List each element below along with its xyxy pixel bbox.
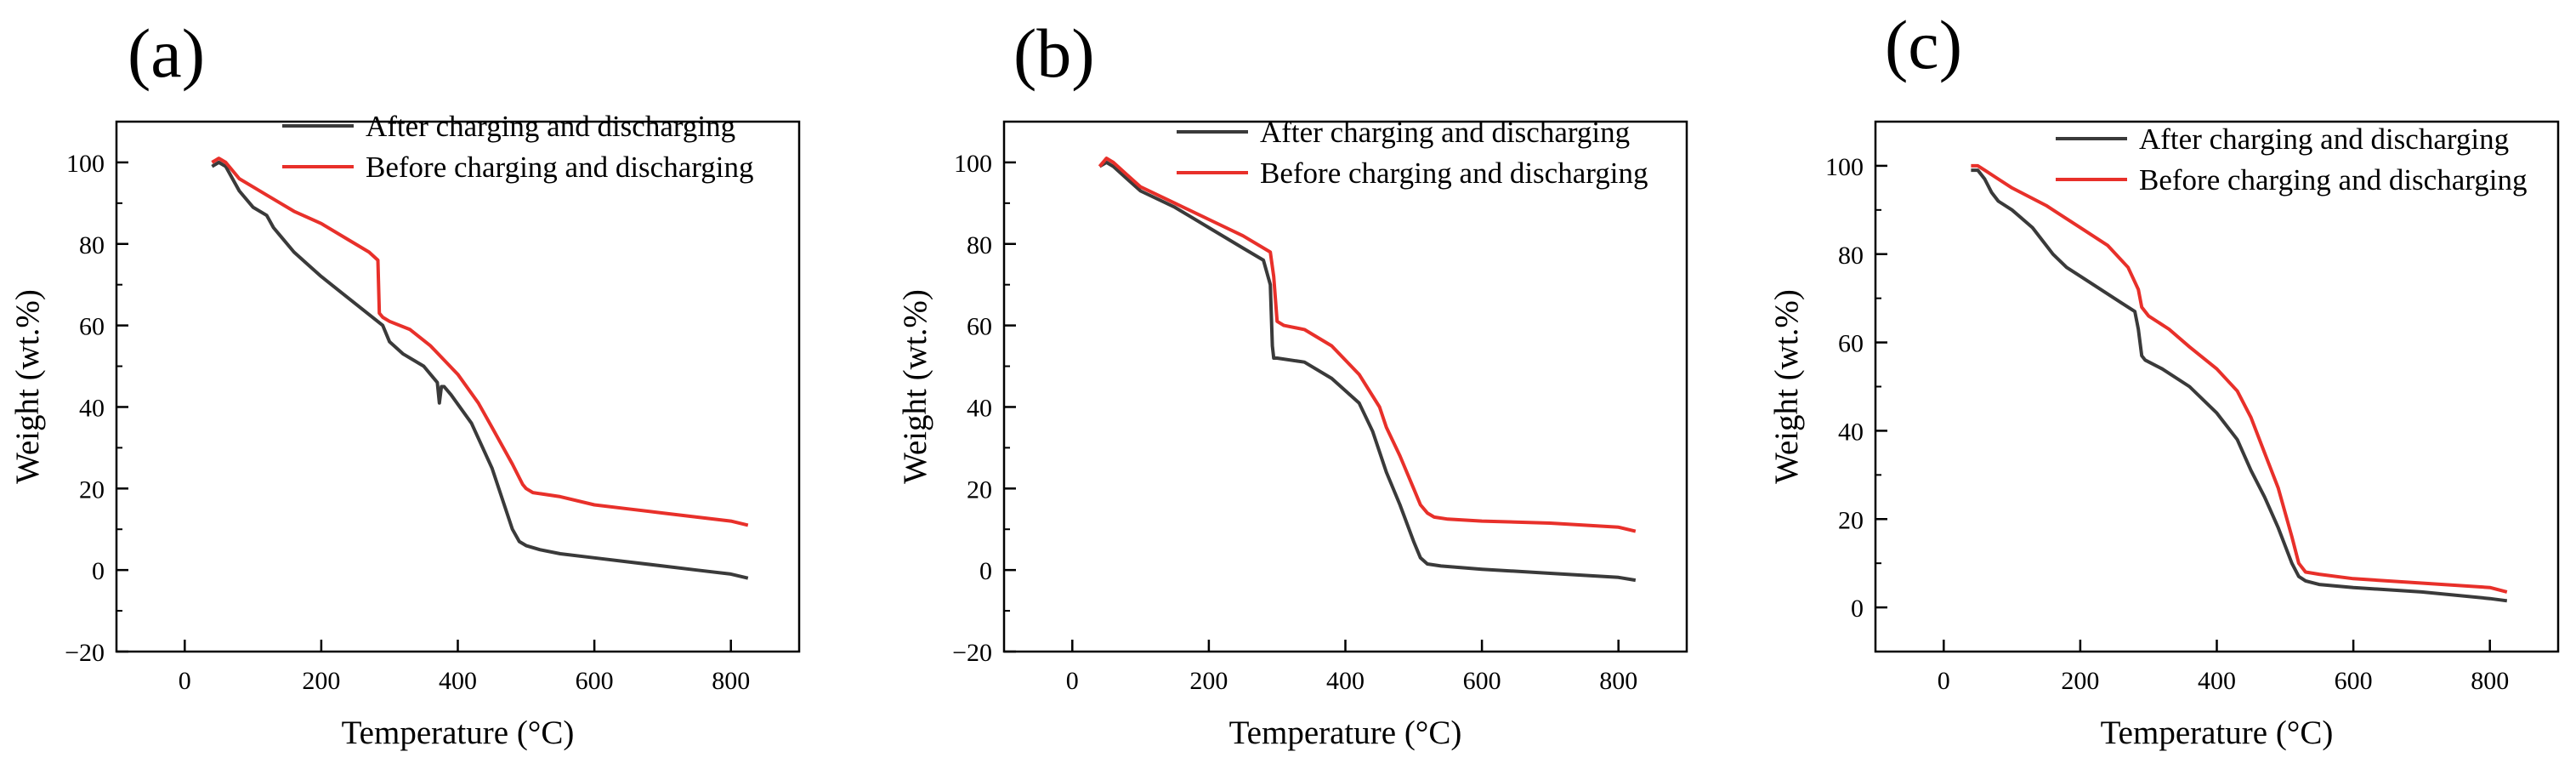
- legend-label: Before charging and discharging: [2139, 163, 2528, 196]
- y-tick-label: 0: [92, 557, 105, 585]
- y-tick-label: 60: [79, 313, 105, 341]
- x-tick-label: 0: [179, 667, 191, 695]
- legend-label: After charging and discharging: [366, 110, 735, 143]
- x-tick-label: 200: [1189, 667, 1228, 695]
- chart-panel-3: (c) 0 200 400 600 800 0 20 40 60 80 100 Temperature …: [1768, 6, 2560, 751]
- y-tick-label: 0: [979, 557, 992, 585]
- x-tick-label: 200: [2061, 667, 2099, 695]
- x-tick-label: 400: [439, 667, 477, 695]
- y-tick-label: −20: [952, 639, 992, 667]
- x-axis-title: Temperature (°C): [2101, 715, 2334, 751]
- y-tick-label: 20: [79, 475, 105, 504]
- panel-label: (b): [1013, 14, 1095, 92]
- y-tick-label: 80: [1838, 242, 1864, 270]
- series-line-after: [1971, 168, 2508, 603]
- series-line-after: [211, 160, 749, 580]
- y-tick-label: 0: [1851, 595, 1864, 623]
- x-tick-label: 800: [2471, 667, 2509, 695]
- y-tick-label: 40: [967, 394, 992, 422]
- y-tick-label: −20: [65, 639, 105, 667]
- legend-label: After charging and discharging: [1260, 116, 1630, 149]
- y-tick-label: 40: [79, 394, 105, 422]
- y-tick-label: 100: [66, 150, 105, 178]
- series-line-before: [211, 157, 749, 527]
- y-tick-label: 80: [967, 231, 992, 259]
- x-tick-label: 400: [1326, 667, 1365, 695]
- x-tick-label: 600: [2335, 667, 2373, 695]
- x-tick-label: 800: [712, 667, 750, 695]
- legend-label: Before charging and discharging: [366, 151, 754, 184]
- x-axis-title: Temperature (°C): [1229, 715, 1462, 751]
- x-tick-label: 600: [576, 667, 614, 695]
- y-tick-label: 60: [967, 313, 992, 341]
- series-line-before: [1098, 157, 1637, 533]
- panel-label: (a): [128, 14, 205, 92]
- legend-label: Before charging and discharging: [1260, 157, 1648, 190]
- y-tick-label: 100: [954, 150, 992, 178]
- series-line-before: [1971, 163, 2508, 594]
- legend-label: After charging and discharging: [2139, 122, 2509, 156]
- panel-label: (c): [1885, 6, 1962, 83]
- y-tick-label: 20: [1838, 506, 1864, 534]
- plot-frame: [1874, 120, 2560, 653]
- plot-frame: [1002, 120, 1688, 653]
- y-tick-label: 60: [1838, 330, 1864, 358]
- x-axis-title: Temperature (°C): [342, 715, 575, 751]
- y-axis-title: Weight (wt.%): [1768, 289, 1805, 484]
- x-tick-label: 800: [1599, 667, 1637, 695]
- series-line-after: [1098, 160, 1637, 583]
- y-axis-title: Weight (wt.%): [897, 289, 933, 484]
- y-axis-title: Weight (wt.%): [9, 289, 46, 484]
- plot-frame: [115, 120, 801, 653]
- y-tick-label: 80: [79, 231, 105, 259]
- x-tick-label: 0: [1938, 667, 1950, 695]
- x-tick-label: 400: [2198, 667, 2236, 695]
- chart-panel-2: (b) 0 200 400 600 800 −20 0 20 40 60 80 100 Temperatu…: [897, 14, 1688, 751]
- chart-panel-1: (a) 0 200 400 600 800 −20 0 20 40 60 80 100 Temperatu…: [9, 14, 801, 751]
- y-tick-label: 100: [1825, 153, 1864, 181]
- y-tick-label: 20: [967, 475, 992, 504]
- x-tick-label: 0: [1066, 667, 1079, 695]
- x-tick-label: 200: [302, 667, 340, 695]
- y-tick-label: 40: [1838, 418, 1864, 446]
- x-tick-label: 600: [1463, 667, 1501, 695]
